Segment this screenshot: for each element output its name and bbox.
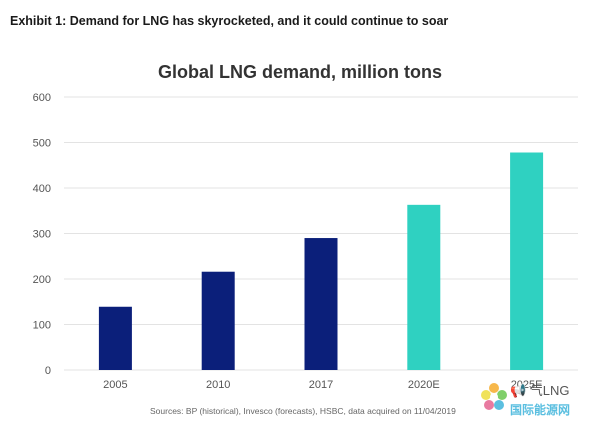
x-tick-label: 2025E — [511, 379, 543, 391]
exhibit-label: Exhibit 1: Demand for LNG has skyrockete… — [10, 14, 449, 28]
x-tick-label: 2020E — [408, 379, 440, 391]
watermark-logo: 📢 气LNG 国际能源网 — [480, 372, 600, 427]
y-tick-label: 300 — [33, 229, 51, 241]
y-tick-label: 400 — [33, 183, 51, 195]
y-tick-label: 500 — [33, 138, 51, 150]
chart-title: Global LNG demand, million tons — [157, 62, 442, 82]
bar-2017 — [304, 238, 338, 370]
flower-logo-icon — [481, 383, 507, 410]
x-tick-label: 2010 — [206, 379, 230, 391]
source-note: Sources: BP (historical), Invesco (forec… — [150, 406, 456, 416]
x-tick-label: 2005 — [103, 379, 127, 391]
y-tick-label: 100 — [33, 320, 51, 332]
watermark-line1: 📢 气LNG — [510, 383, 570, 398]
y-tick-label: 600 — [33, 92, 51, 104]
y-tick-label: 0 — [45, 365, 51, 377]
bar-2005 — [98, 306, 132, 370]
bar-2010 — [201, 271, 235, 370]
x-tick-label: 2017 — [309, 379, 333, 391]
bar-2025e — [510, 152, 544, 370]
watermark-line2: 国际能源网 — [510, 403, 571, 417]
bar-2020e — [407, 204, 441, 370]
y-tick-label: 200 — [33, 274, 51, 286]
